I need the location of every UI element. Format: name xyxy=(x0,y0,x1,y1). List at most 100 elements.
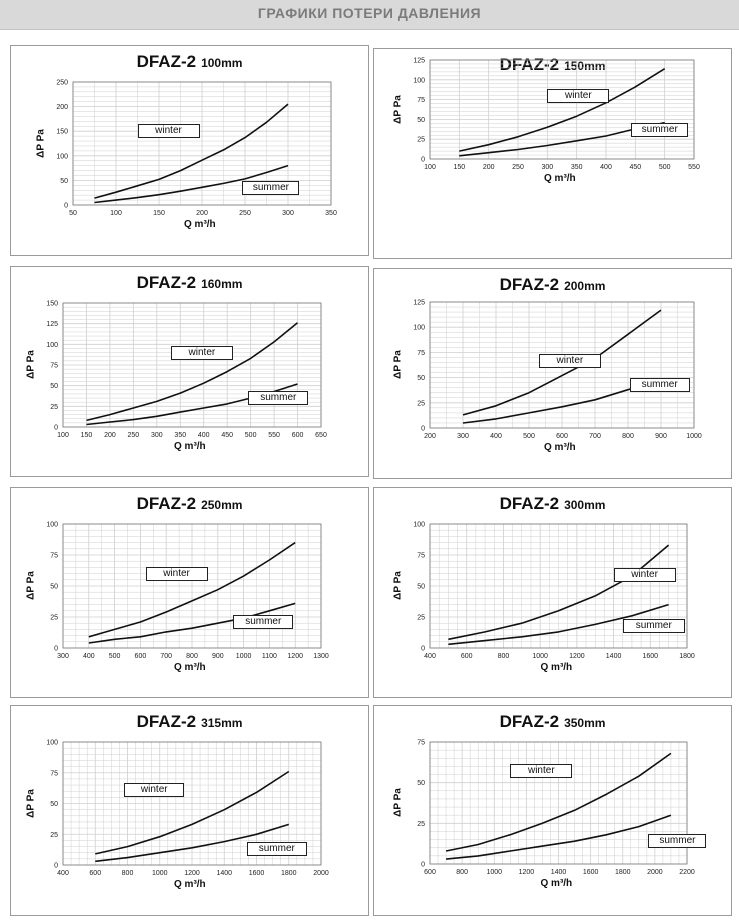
x-tick-label: 450 xyxy=(629,164,641,171)
chart-title: DFAZ-2 300mm xyxy=(374,494,731,514)
series-label-summer: summer xyxy=(622,618,685,633)
series-label-winter: winter xyxy=(124,782,185,797)
x-tick-label: 500 xyxy=(109,653,121,660)
y-tick-label: 50 xyxy=(60,178,68,185)
x-tick-label: 200 xyxy=(196,210,208,217)
x-tick-label: 300 xyxy=(541,164,553,171)
chart-size: 315mm xyxy=(201,716,243,730)
y-tick-label: 0 xyxy=(54,863,58,870)
series-label-winter: winter xyxy=(137,124,200,139)
series-line-winter xyxy=(459,68,666,152)
series-label-summer: summer xyxy=(233,614,294,629)
chart-panel: DFAZ-2 200mm 200 300 400 500 600 700 800 900 1000 0… xyxy=(373,268,732,479)
chart-title: DFAZ-2 200mm xyxy=(374,275,731,295)
x-tick-label: 800 xyxy=(622,433,634,440)
y-tick-label: 125 xyxy=(46,321,58,328)
series-label-winter: winter xyxy=(613,567,676,582)
x-tick-label: 1600 xyxy=(249,870,265,877)
x-tick-label: 1200 xyxy=(287,653,303,660)
x-tick-label: 350 xyxy=(571,164,583,171)
x-tick-label: 400 xyxy=(83,653,95,660)
chart-title: DFAZ-2 160mm xyxy=(11,273,368,293)
series-label-winter: winter xyxy=(538,354,601,369)
series-line-summer xyxy=(448,603,669,646)
chart-model: DFAZ-2 xyxy=(499,712,560,731)
x-tick-label: 800 xyxy=(456,869,468,876)
chart-svg: 300 400 500 600 700 800 900 1000 1100 1200 1300 0 25… xyxy=(46,522,329,661)
y-tick-label: 150 xyxy=(56,129,68,136)
x-axis-label: Q m³/h xyxy=(540,662,573,673)
chart-svg: 100 150 200 250 300 350 400 450 500 550 600 650 0 25 5… xyxy=(46,301,327,440)
series-line-winter xyxy=(445,752,672,852)
y-tick-label: 75 xyxy=(417,97,425,104)
x-tick-label: 500 xyxy=(523,433,535,440)
x-tick-label: 800 xyxy=(122,870,134,877)
x-tick-label: 1000 xyxy=(686,433,702,440)
x-axis-label: Q m³/h xyxy=(174,662,206,673)
x-tick-label: 2000 xyxy=(313,870,329,877)
plot-frame xyxy=(62,523,322,649)
x-axis-label: Q m³/h xyxy=(540,878,573,889)
plot-frame xyxy=(429,301,695,429)
x-tick-label: 1600 xyxy=(583,869,599,876)
x-tick-label: 100 xyxy=(57,432,69,439)
series-line-summer xyxy=(94,164,289,204)
chart-svg: 100 150 200 250 300 350 400 450 500 550 0 25 50 75 100… xyxy=(413,58,700,172)
x-tick-label: 1800 xyxy=(679,653,695,660)
chart-panel: DFAZ-2 350mm 600 800 1000 1200 1400 1600 1800 200… xyxy=(373,705,732,916)
y-tick-label: 200 xyxy=(56,104,68,111)
x-tick-label: 700 xyxy=(589,433,601,440)
x-tick-label: 800 xyxy=(498,653,510,660)
series-line-summer xyxy=(446,814,672,860)
y-tick-label: 100 xyxy=(56,153,68,160)
chart-size: 200mm xyxy=(564,279,606,293)
chart-size: 100mm xyxy=(201,56,243,70)
x-tick-label: 250 xyxy=(239,210,251,217)
x-axis-label: Q m³/h xyxy=(544,173,576,184)
series-line-summer xyxy=(459,121,665,157)
y-axis-label: ΔP Pa xyxy=(392,94,404,124)
x-tick-label: 600 xyxy=(89,870,101,877)
chart-size: 160mm xyxy=(201,277,243,291)
x-tick-label: 400 xyxy=(424,653,436,660)
y-tick-label: 50 xyxy=(50,801,58,808)
plot-frame xyxy=(429,741,688,865)
x-tick-label: 1000 xyxy=(486,869,502,876)
x-tick-label: 350 xyxy=(325,210,337,217)
plot-frame xyxy=(429,523,688,649)
x-tick-label: 200 xyxy=(104,432,116,439)
y-tick-label: 0 xyxy=(421,862,425,869)
chart-title: DFAZ-2 315mm xyxy=(11,712,368,732)
chart-svg: 200 300 400 500 600 700 800 900 1000 0 25 50 75 100 12… xyxy=(413,300,702,441)
series-label-summer: summer xyxy=(246,842,307,856)
x-tick-label: 250 xyxy=(512,164,524,171)
x-tick-label: 900 xyxy=(212,653,224,660)
series-line-summer xyxy=(95,823,290,863)
y-tick-label: 50 xyxy=(50,383,58,390)
y-tick-label: 50 xyxy=(417,584,425,591)
y-tick-label: 25 xyxy=(417,821,425,828)
y-tick-label: 50 xyxy=(417,117,425,124)
x-tick-label: 200 xyxy=(483,164,495,171)
chart-panel: DFAZ-2 300mm 400 600 800 1000 1200 1400 1600 1800… xyxy=(373,487,732,698)
page-title: ГРАФИКИ ПОТЕРИ ДАВЛЕНИЯ xyxy=(257,5,482,21)
chart-panel: DFAZ-2 250mm 300 400 500 600 700 800 900 1000 1100… xyxy=(10,487,369,698)
series-label-summer: summer xyxy=(631,123,689,138)
y-tick-label: 0 xyxy=(64,203,68,210)
y-tick-label: 100 xyxy=(46,522,58,529)
chart-title: DFAZ-2 100mm xyxy=(11,52,368,72)
plot-frame xyxy=(429,59,695,160)
series-label-winter: winter xyxy=(170,345,233,360)
y-axis-label: ΔP Pa xyxy=(25,571,37,600)
series-line-summer xyxy=(88,602,296,644)
x-axis-label: Q m³/h xyxy=(174,879,206,890)
y-tick-label: 25 xyxy=(50,404,58,411)
y-tick-label: 75 xyxy=(50,363,58,370)
series-line-summer xyxy=(462,377,662,424)
y-tick-label: 50 xyxy=(50,584,58,591)
y-tick-label: 100 xyxy=(413,77,425,84)
y-tick-label: 0 xyxy=(421,157,425,164)
x-tick-label: 400 xyxy=(57,870,69,877)
plot-frame xyxy=(62,741,322,866)
x-tick-label: 700 xyxy=(160,653,172,660)
